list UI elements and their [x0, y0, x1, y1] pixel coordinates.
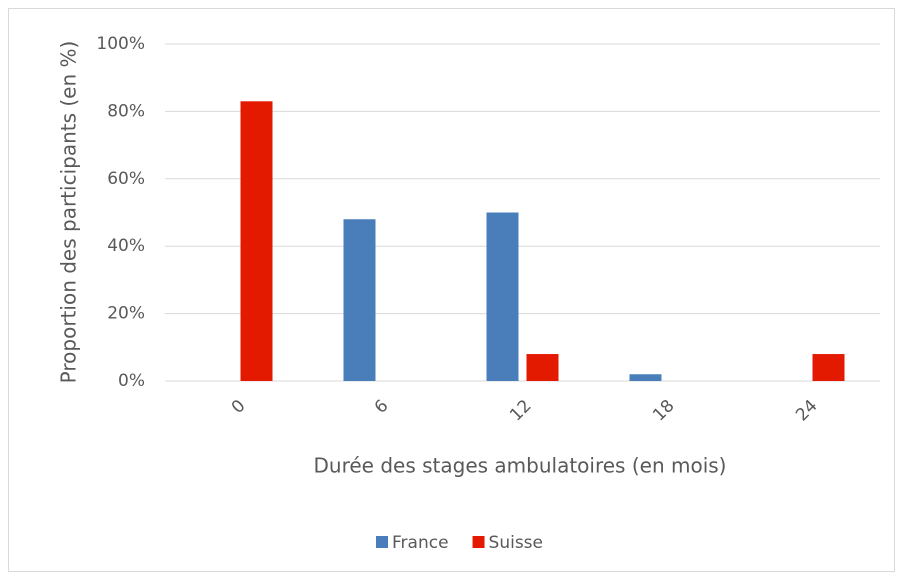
y-tick-label: 100% [96, 34, 145, 54]
bar [486, 212, 519, 381]
bar [629, 374, 662, 381]
legend-swatch [376, 536, 388, 548]
y-tick-label: 20% [107, 304, 145, 324]
y-tick-label: 0% [118, 371, 145, 391]
bar [343, 219, 376, 381]
chart-border [8, 8, 895, 572]
bar [526, 354, 559, 381]
legend-swatch [472, 536, 485, 548]
x-axis-title: Durée des stages ambulatoires (en mois) [314, 454, 727, 478]
y-tick-label: 60% [107, 169, 145, 189]
legend-label: France [392, 533, 449, 553]
y-axis-title: Proportion des participants (en %) [57, 41, 81, 384]
y-tick-label: 80% [107, 101, 145, 121]
y-tick-label: 40% [107, 236, 145, 256]
bar [240, 101, 273, 381]
legend-label: Suisse [489, 533, 543, 553]
bar [812, 354, 845, 381]
